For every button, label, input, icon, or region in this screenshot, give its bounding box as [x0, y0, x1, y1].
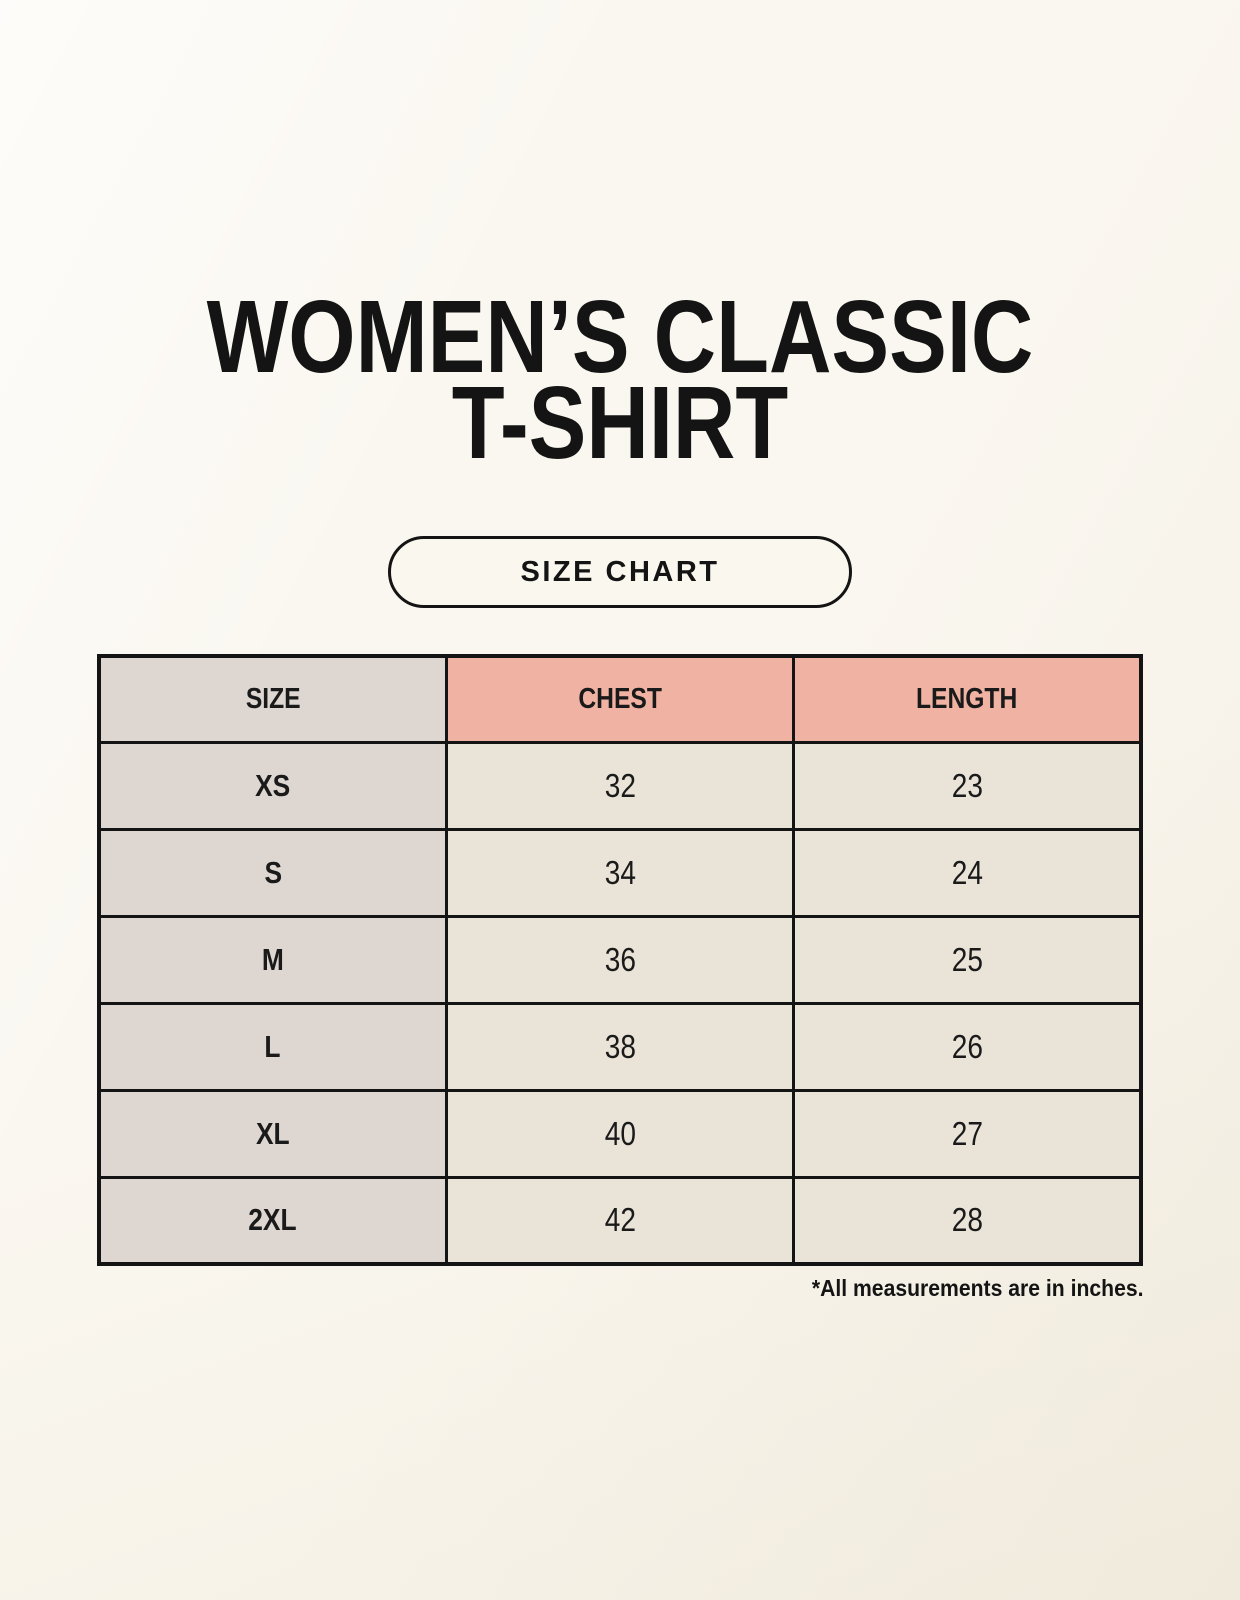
- size-chart-section: SIZE CHEST LENGTH XS 32 23 S 34 24 M 36 …: [97, 654, 1143, 1302]
- table-row-2xl: 2XL 42 28: [97, 1175, 1143, 1266]
- table-row-l: L 38 26: [97, 1001, 1143, 1092]
- size-label: L: [97, 1001, 448, 1092]
- size-label: XL: [97, 1088, 448, 1179]
- table-row-xs: XS 32 23: [97, 740, 1143, 831]
- column-header-chest: CHEST: [444, 654, 796, 744]
- table-row-s: S 34 24: [97, 827, 1143, 918]
- page-title: WOMEN’S CLASSIC T-SHIRT: [99, 279, 1141, 480]
- chest-value: 42: [444, 1175, 796, 1266]
- length-value: 28: [792, 1175, 1143, 1266]
- size-label: M: [97, 914, 448, 1005]
- table-header-row: SIZE CHEST LENGTH: [97, 654, 1143, 744]
- size-label: S: [97, 827, 448, 918]
- size-chart-table: SIZE CHEST LENGTH XS 32 23 S 34 24 M 36 …: [97, 654, 1143, 1266]
- measurements-footnote: *All measurements are in inches.: [811, 1275, 1143, 1301]
- chest-value: 32: [444, 740, 796, 831]
- length-value: 27: [792, 1088, 1143, 1179]
- page-title-line1: WOMEN’S CLASSIC: [206, 279, 1034, 394]
- chest-value: 34: [444, 827, 796, 918]
- size-chart-button[interactable]: SIZE CHART: [388, 536, 852, 608]
- chest-value: 36: [444, 914, 796, 1005]
- table-row-xl: XL 40 27: [97, 1088, 1143, 1179]
- page-title-line2: T-SHIRT: [451, 365, 789, 480]
- size-label: 2XL: [97, 1175, 448, 1266]
- chest-value: 40: [444, 1088, 796, 1179]
- size-chart-button-label: SIZE CHART: [520, 555, 720, 588]
- size-label: XS: [97, 740, 448, 831]
- column-header-size: SIZE: [97, 654, 448, 744]
- length-value: 24: [792, 827, 1143, 918]
- chest-value: 38: [444, 1001, 796, 1092]
- column-header-length: LENGTH: [792, 654, 1143, 744]
- length-value: 23: [792, 740, 1143, 831]
- length-value: 25: [792, 914, 1143, 1005]
- table-row-m: M 36 25: [97, 914, 1143, 1005]
- length-value: 26: [792, 1001, 1143, 1092]
